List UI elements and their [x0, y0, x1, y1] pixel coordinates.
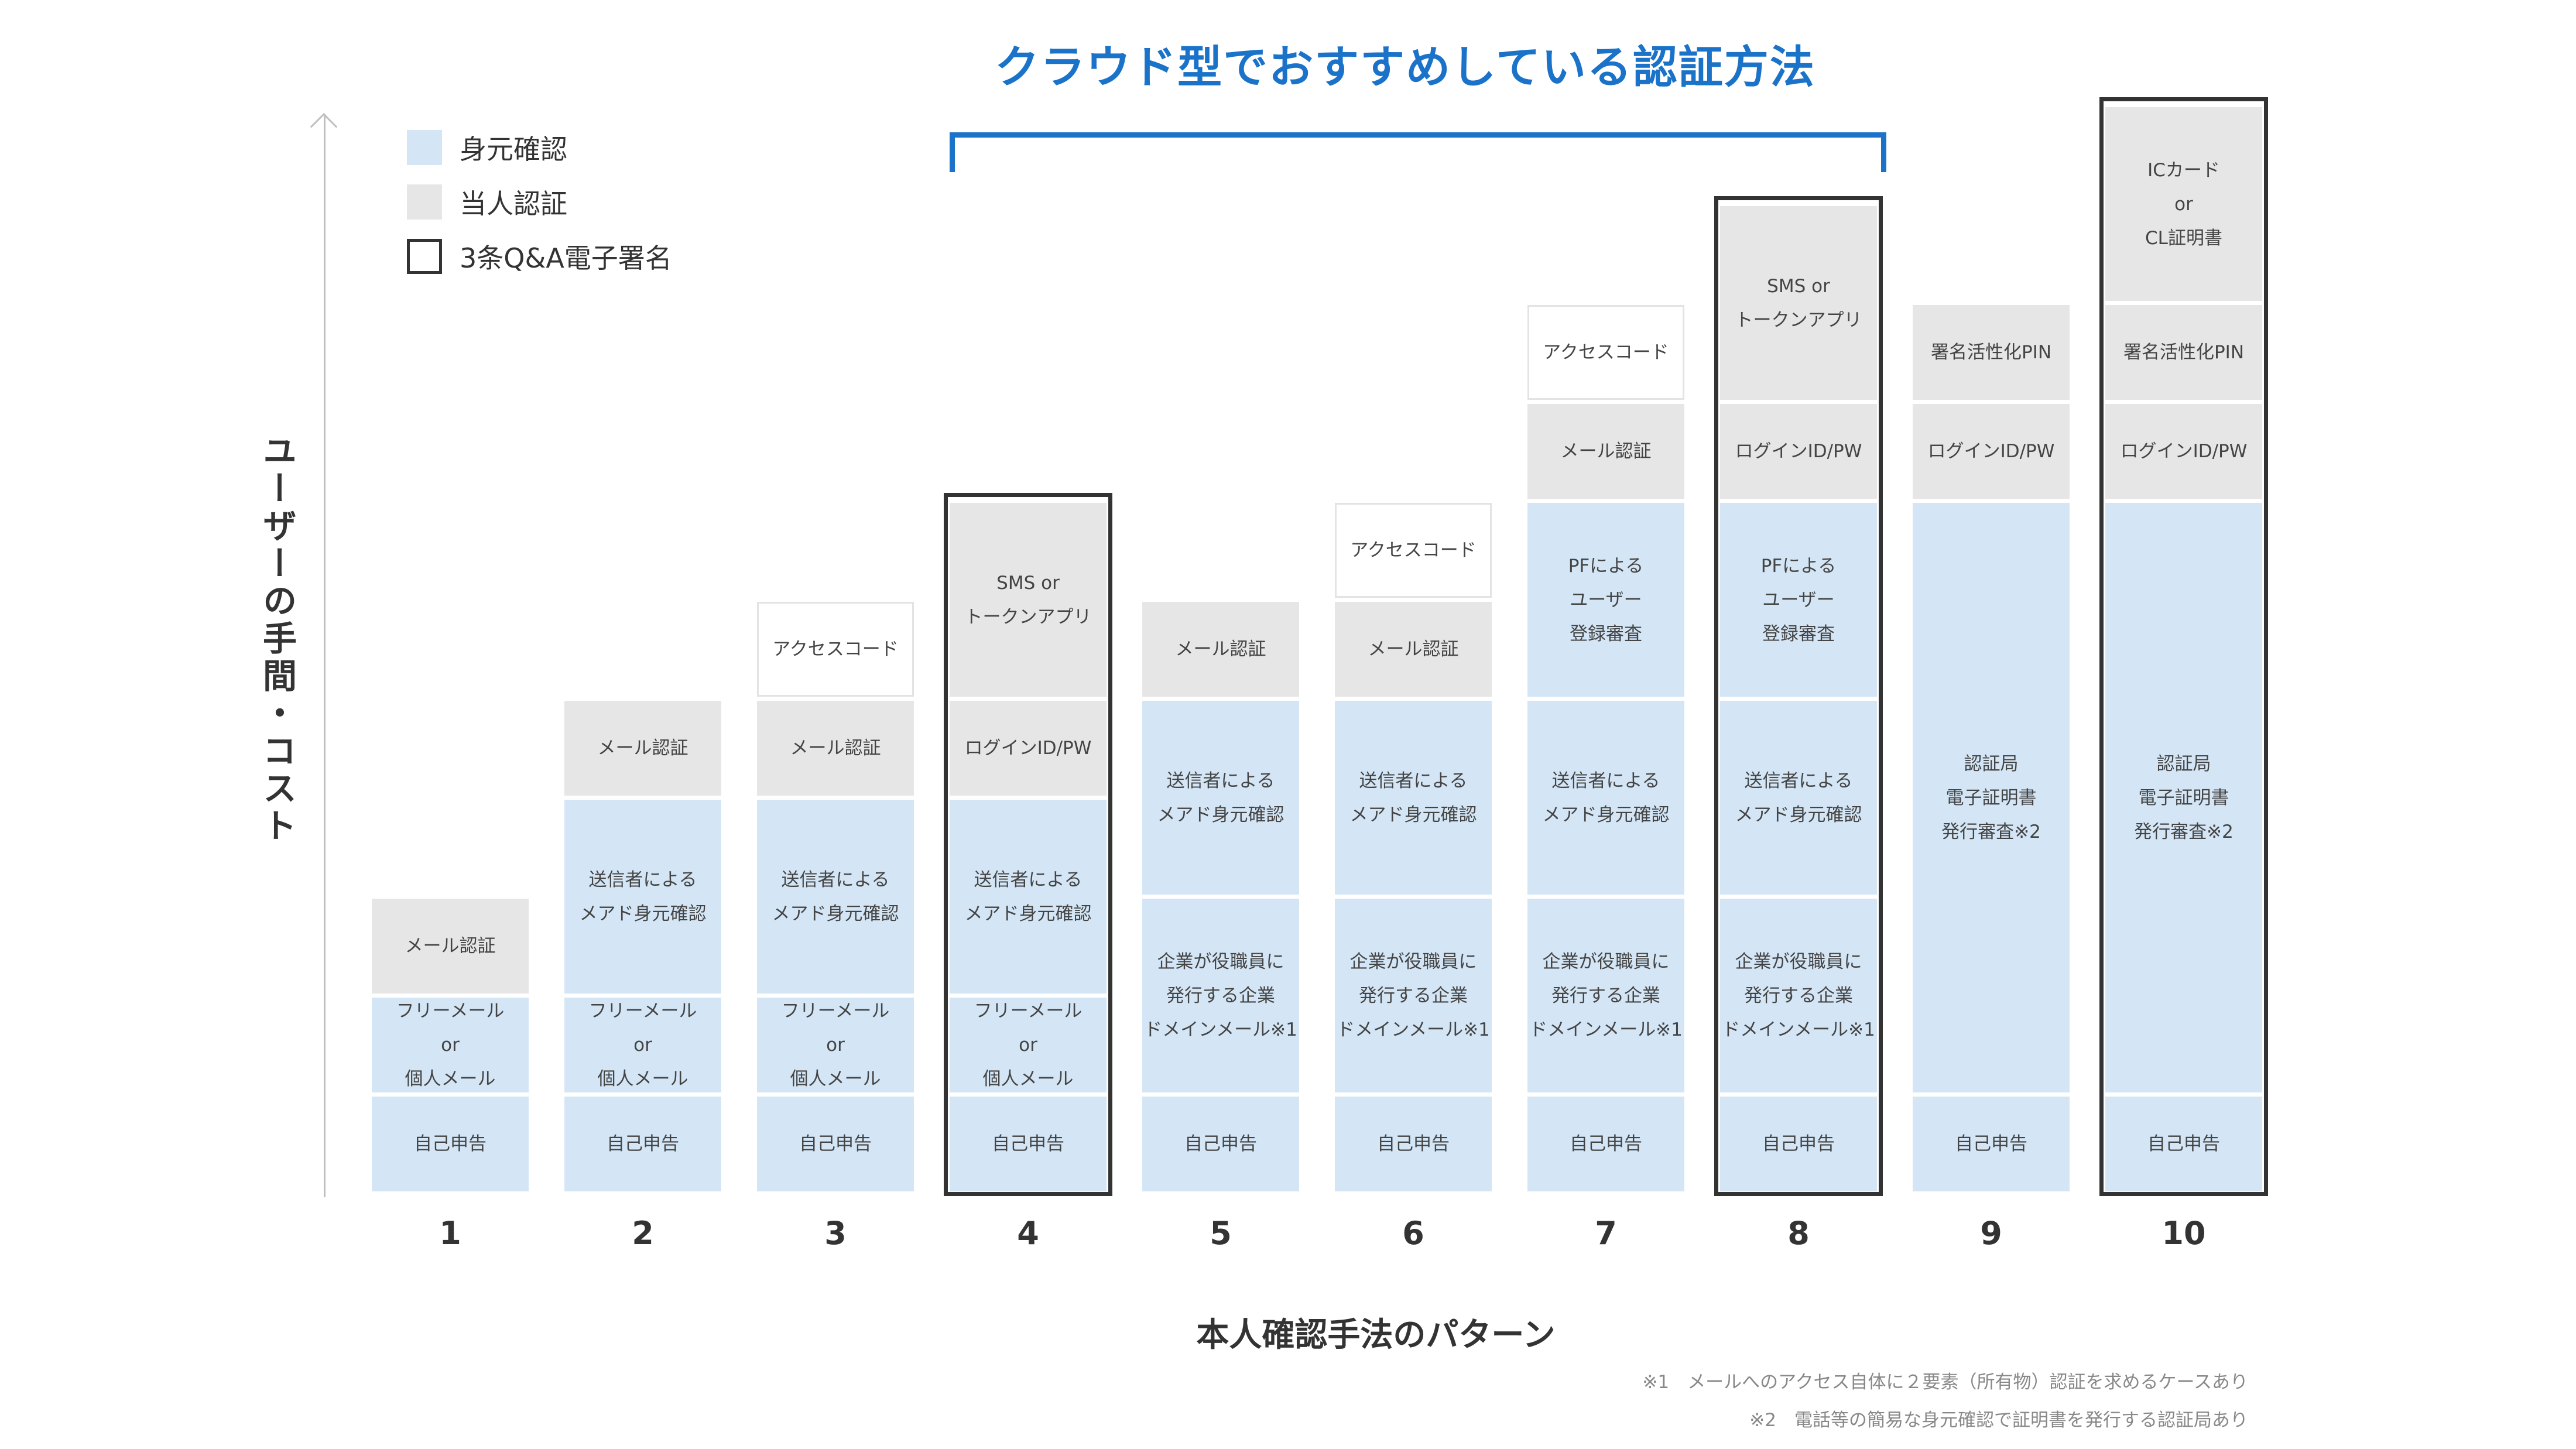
pattern-4-segment-1: 自己申告 — [950, 1097, 1107, 1191]
pattern-6-segment-2: 企業が役職員に 発行する企業 ドメインメール※1 — [1335, 899, 1492, 1092]
pattern-8-segment-6: SMS or トークンアプリ — [1720, 206, 1877, 400]
pattern-4-segment-5: SMS or トークンアプリ — [950, 503, 1107, 697]
x-tick-label-7: 7 — [1595, 1215, 1617, 1252]
y-axis-arrow-icon — [310, 113, 338, 141]
pattern-9-segment-1: 自己申告 — [1913, 1097, 2070, 1191]
legend-item-esignature: 3条Q&A電子署名 — [407, 238, 672, 275]
pattern-10-segment-4: 署名活性化PIN — [2105, 305, 2262, 400]
x-tick-label-6: 6 — [1402, 1215, 1424, 1252]
pattern-7-segment-5: メール認証 — [1527, 404, 1684, 499]
x-tick-label-10: 10 — [2161, 1215, 2206, 1252]
legend-label-authentication: 当人認証 — [460, 188, 567, 220]
x-tick-label-2: 2 — [632, 1215, 654, 1252]
pattern-7-segment-6: アクセスコード — [1527, 305, 1684, 400]
pattern-8-segment-5: ログインID/PW — [1720, 404, 1877, 499]
pattern-1-segment-3: メール認証 — [372, 899, 529, 994]
pattern-8-segment-3: 送信者による メアド身元確認 — [1720, 701, 1877, 895]
pattern-5-segment-4: メール認証 — [1142, 602, 1299, 697]
pattern-8-segment-2: 企業が役職員に 発行する企業 ドメインメール※1 — [1720, 899, 1877, 1092]
legend-swatch-esignature — [407, 239, 442, 274]
legend-swatch-authentication — [407, 184, 442, 220]
pattern-8-segment-4: PFによる ユーザー 登録審査 — [1720, 503, 1877, 697]
x-tick-label-1: 1 — [439, 1215, 461, 1252]
pattern-5-segment-3: 送信者による メアド身元確認 — [1142, 701, 1299, 895]
pattern-2-segment-4: メール認証 — [564, 701, 721, 796]
pattern-3-segment-1: 自己申告 — [757, 1097, 914, 1191]
pattern-9-segment-3: ログインID/PW — [1913, 404, 2070, 499]
pattern-7-segment-4: PFによる ユーザー 登録審査 — [1527, 503, 1684, 697]
y-axis-label: ユーザーの手間・コスト — [257, 433, 297, 845]
x-tick-label-3: 3 — [824, 1215, 847, 1252]
legend-label-esignature: 3条Q&A電子署名 — [460, 242, 672, 274]
pattern-5-segment-2: 企業が役職員に 発行する企業 ドメインメール※1 — [1142, 899, 1299, 1092]
pattern-9-segment-4: 署名活性化PIN — [1913, 305, 2070, 400]
legend-item-authentication: 当人認証 — [407, 183, 567, 221]
pattern-4-segment-4: ログインID/PW — [950, 701, 1107, 796]
pattern-10-segment-1: 自己申告 — [2105, 1097, 2262, 1191]
y-axis-line — [324, 114, 326, 1197]
pattern-1-segment-2: フリーメール or 個人メール — [372, 998, 529, 1092]
legend-item-identity: 身元確認 — [407, 129, 567, 166]
pattern-3-segment-3: 送信者による メアド身元確認 — [757, 800, 914, 994]
pattern-10-segment-3: ログインID/PW — [2105, 404, 2262, 499]
footnote-2: ※2 電話等の簡易な身元確認で証明書を発行する認証局あり — [1749, 1410, 2248, 1431]
chart-headline: クラウド型でおすすめしている認証方法 — [995, 41, 1815, 93]
pattern-6-segment-4: メール認証 — [1335, 602, 1492, 697]
pattern-6-segment-3: 送信者による メアド身元確認 — [1335, 701, 1492, 895]
pattern-4-segment-2: フリーメール or 個人メール — [950, 998, 1107, 1092]
legend-label-identity: 身元確認 — [460, 133, 567, 165]
pattern-10-segment-2: 認証局 電子証明書 発行審査※2 — [2105, 503, 2262, 1092]
x-axis-label: 本人確認手法のパターン — [1196, 1316, 1556, 1354]
pattern-7-segment-2: 企業が役職員に 発行する企業 ドメインメール※1 — [1527, 899, 1684, 1092]
pattern-3-segment-2: フリーメール or 個人メール — [757, 998, 914, 1092]
pattern-6-segment-1: 自己申告 — [1335, 1097, 1492, 1191]
pattern-2-segment-2: フリーメール or 個人メール — [564, 998, 721, 1092]
x-tick-label-8: 8 — [1787, 1215, 1810, 1252]
footnote-1: ※1 メールへのアクセス自体に２要素（所有物）認証を求めるケースあり — [1642, 1372, 2248, 1393]
pattern-7-segment-1: 自己申告 — [1527, 1097, 1684, 1191]
pattern-4-segment-3: 送信者による メアド身元確認 — [950, 800, 1107, 994]
pattern-8-segment-1: 自己申告 — [1720, 1097, 1877, 1191]
legend-swatch-identity — [407, 130, 442, 165]
pattern-1-segment-1: 自己申告 — [372, 1097, 529, 1191]
x-tick-label-4: 4 — [1017, 1215, 1039, 1252]
pattern-7-segment-3: 送信者による メアド身元確認 — [1527, 701, 1684, 895]
pattern-6-segment-5: アクセスコード — [1335, 503, 1492, 598]
pattern-2-segment-1: 自己申告 — [564, 1097, 721, 1191]
recommended-bracket — [950, 132, 1886, 172]
x-tick-label-9: 9 — [1980, 1215, 2002, 1252]
pattern-9-segment-2: 認証局 電子証明書 発行審査※2 — [1913, 503, 2070, 1092]
pattern-3-segment-5: アクセスコード — [757, 602, 914, 697]
pattern-3-segment-4: メール認証 — [757, 701, 914, 796]
pattern-5-segment-1: 自己申告 — [1142, 1097, 1299, 1191]
pattern-10-segment-5: ICカード or CL証明書 — [2105, 107, 2262, 301]
x-tick-label-5: 5 — [1210, 1215, 1232, 1252]
pattern-2-segment-3: 送信者による メアド身元確認 — [564, 800, 721, 994]
